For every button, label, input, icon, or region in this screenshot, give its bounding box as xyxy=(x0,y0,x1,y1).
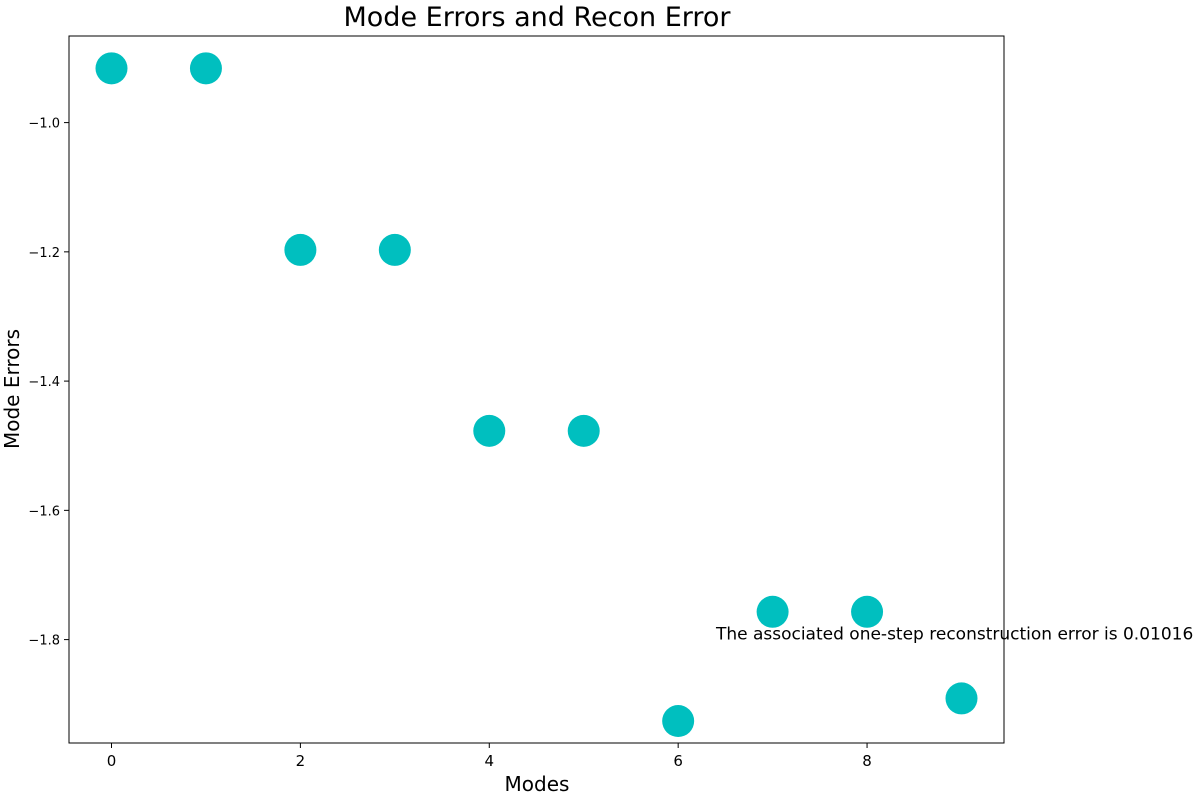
data-point xyxy=(189,52,222,85)
x-tick-label: 0 xyxy=(107,752,117,770)
data-point xyxy=(662,705,695,738)
y-tick-label: −1.4 xyxy=(28,375,60,390)
x-axis-ticks: 0 2 4 6 8 xyxy=(107,743,872,770)
data-point xyxy=(851,595,884,628)
annotation-text: The associated one-step reconstruction e… xyxy=(715,625,1193,645)
x-tick-label: 4 xyxy=(485,752,495,770)
y-axis-ticks: −1.0 −1.2 −1.4 −1.6 −1.8 xyxy=(28,117,69,649)
data-point xyxy=(945,682,978,715)
plot-area-frame xyxy=(68,35,1005,744)
chart-title: Mode Errors and Recon Error xyxy=(343,2,731,33)
y-tick-label: −1.0 xyxy=(28,117,60,132)
data-points xyxy=(95,52,978,738)
y-axis-label: Mode Errors xyxy=(0,329,24,449)
y-tick-label: −1.6 xyxy=(28,504,60,519)
x-axis-label: Modes xyxy=(505,772,570,796)
data-point xyxy=(284,233,317,266)
x-tick-label: 8 xyxy=(862,752,872,770)
x-tick-label: 6 xyxy=(673,752,683,770)
y-tick-label: −1.2 xyxy=(28,246,60,261)
data-point xyxy=(378,233,411,266)
data-point xyxy=(756,595,789,628)
data-point xyxy=(473,414,506,447)
data-point xyxy=(567,414,600,447)
x-tick-label: 2 xyxy=(296,752,306,770)
y-tick-label: −1.8 xyxy=(28,634,60,649)
data-point xyxy=(95,52,128,85)
